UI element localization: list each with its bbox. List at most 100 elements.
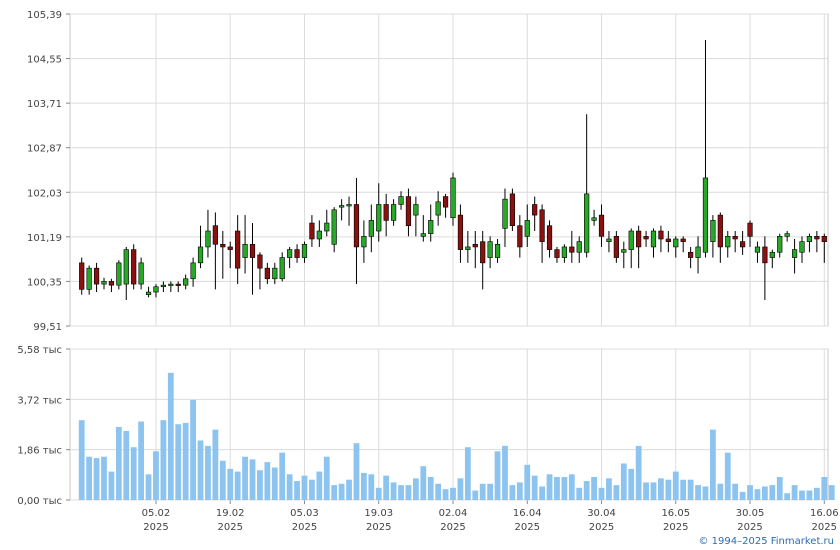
candle-body xyxy=(539,209,545,242)
candle-body xyxy=(799,241,805,253)
candle-body xyxy=(762,246,768,264)
x-tick-year: 2025 xyxy=(218,522,243,533)
candle-body xyxy=(784,233,790,237)
candle-body xyxy=(613,236,619,258)
volume-bar xyxy=(123,430,130,500)
candle-body xyxy=(791,249,798,258)
candle-body xyxy=(554,249,560,258)
volume-bar xyxy=(398,485,404,500)
candle-body xyxy=(205,230,211,248)
candle-body xyxy=(138,262,144,285)
candle-body xyxy=(502,198,508,229)
volume-bar xyxy=(784,493,791,500)
volume-bar xyxy=(375,487,382,500)
volume-bar xyxy=(665,479,672,500)
volume-bar xyxy=(672,471,679,500)
copyright-text: © 1994–2025 Finmarket.ru xyxy=(698,536,834,547)
volume-bar xyxy=(620,463,627,500)
volume-bar xyxy=(450,487,456,500)
candle-body xyxy=(524,220,530,237)
volume-bar xyxy=(576,487,583,500)
volume-bar xyxy=(227,468,234,500)
volume-bar xyxy=(390,482,397,500)
x-tick-year: 2025 xyxy=(143,522,168,533)
candle-body xyxy=(108,281,115,286)
volume-bar xyxy=(717,483,724,500)
volume-bar xyxy=(464,447,471,500)
x-tick-label: 16.04 xyxy=(513,508,542,519)
volume-bar xyxy=(219,460,226,500)
volume-bar xyxy=(724,452,731,500)
candle-body xyxy=(279,257,285,280)
candle-body xyxy=(294,249,300,258)
candle-body xyxy=(101,281,107,285)
volume-bar xyxy=(286,474,293,500)
volume-bar xyxy=(509,485,516,500)
volume-bar xyxy=(78,420,85,500)
candle-body xyxy=(301,243,308,258)
volume-bar xyxy=(442,489,449,500)
volume-bar xyxy=(472,490,479,500)
volume-bar xyxy=(271,467,278,500)
volume-bar xyxy=(695,485,701,500)
volume-bar xyxy=(806,490,813,500)
candle-body xyxy=(361,236,367,248)
volume-bar xyxy=(108,471,115,500)
volume-bar xyxy=(197,440,204,500)
candle-body xyxy=(665,238,671,242)
candle-body xyxy=(702,177,709,253)
candle-body xyxy=(331,209,337,245)
volume-bar xyxy=(702,486,709,500)
candle-body xyxy=(814,236,820,240)
volume-bar xyxy=(710,429,716,500)
volume-bar xyxy=(546,474,553,500)
x-tick-year: 2025 xyxy=(366,522,391,533)
volume-bar xyxy=(420,466,427,500)
volume-bar xyxy=(234,471,241,500)
candle-body xyxy=(175,283,181,286)
volume-bar xyxy=(650,482,657,500)
candle-body xyxy=(339,205,345,208)
volume-bar xyxy=(212,429,219,500)
volume-bar xyxy=(531,475,538,500)
volume-bar xyxy=(264,462,271,500)
volume-bar xyxy=(739,491,746,500)
volume-bar xyxy=(249,459,256,500)
candle-body xyxy=(442,196,449,208)
candle-body xyxy=(680,238,686,242)
candle-body xyxy=(576,241,582,253)
candle-body xyxy=(650,230,657,248)
candle-body xyxy=(480,241,486,264)
x-tick-label: 05.02 xyxy=(142,508,171,519)
candle-body xyxy=(398,196,404,205)
candle-body xyxy=(598,214,605,237)
volume-bar xyxy=(761,486,768,500)
candle-body xyxy=(309,222,315,240)
volume-bar xyxy=(301,475,308,500)
candle-body xyxy=(428,220,434,234)
candle-body xyxy=(383,204,389,221)
volume-bar xyxy=(153,451,159,500)
x-tick-label: 19.03 xyxy=(364,508,393,519)
volume-bar xyxy=(427,476,434,500)
candle-body xyxy=(123,249,129,285)
candle-body xyxy=(390,204,397,221)
volume-bar xyxy=(257,470,263,500)
volume-bar xyxy=(687,479,694,500)
candle-body xyxy=(131,249,137,285)
price-y-tick-label: 100,35 xyxy=(27,277,62,288)
candle-body xyxy=(264,267,270,280)
volume-bar xyxy=(353,443,360,500)
candle-body xyxy=(420,233,426,237)
volume-bar xyxy=(524,464,531,500)
candle-body xyxy=(643,236,649,240)
volume-bar xyxy=(130,447,137,500)
volume-bar xyxy=(821,476,828,500)
x-tick-label: 05.03 xyxy=(290,508,319,519)
candle-body xyxy=(658,230,664,240)
candle-body xyxy=(717,214,723,248)
candle-body xyxy=(450,177,456,219)
candle-body xyxy=(257,254,263,269)
volume-bar xyxy=(323,456,330,500)
candle-body xyxy=(346,204,352,207)
